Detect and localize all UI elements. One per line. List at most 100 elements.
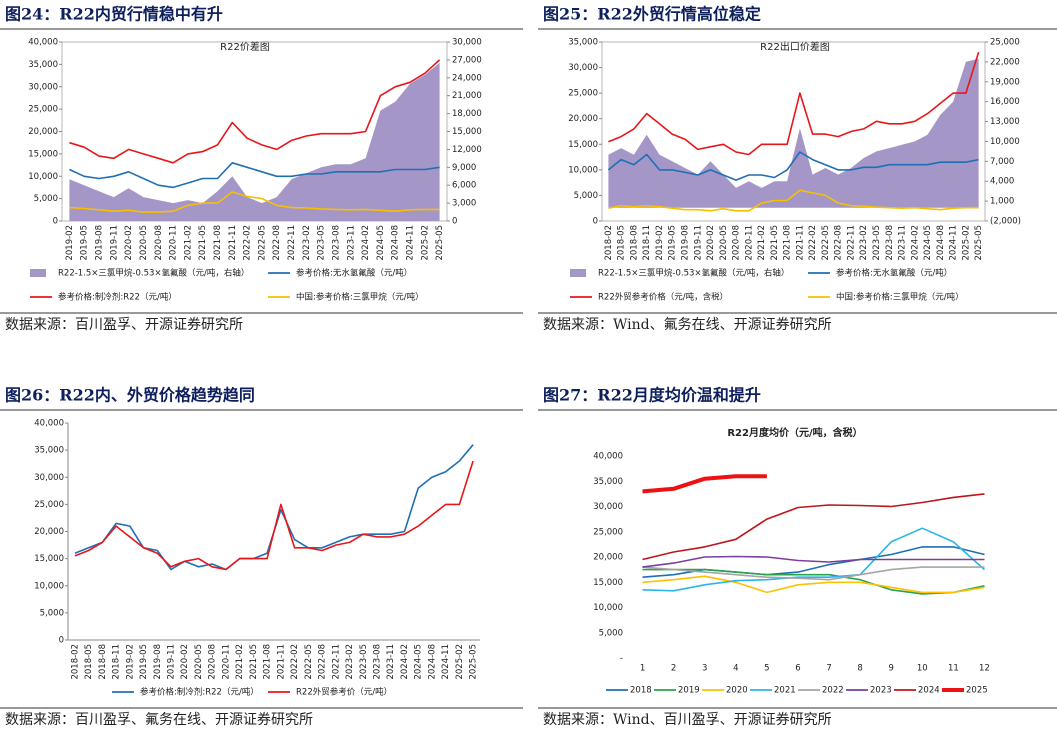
x-tick-label: 2020-08: [154, 225, 164, 261]
x-tick-label: 2024-08: [936, 225, 946, 261]
x-tick-label: 2024-05: [414, 644, 424, 680]
x-tick-label: 2023-02: [859, 225, 869, 261]
y-tick-label: 40,000: [34, 419, 64, 429]
x-tick-label: 2019-02: [655, 225, 665, 261]
y2-tick-label: 24,000: [452, 73, 482, 83]
line: [69, 191, 440, 213]
y-tick-label: 0: [593, 217, 598, 227]
y-tick-label: -: [620, 654, 623, 664]
y2-tick-label: 27,000: [452, 55, 482, 65]
y-tick-label: 30,000: [593, 502, 623, 512]
x-tick-label: 2022-02: [290, 644, 300, 680]
line: [74, 460, 474, 571]
x-tick-label: 2023-02: [302, 225, 312, 261]
x-tick-label: 2021-05: [198, 225, 208, 261]
x-tick-label: 2023-02: [345, 644, 355, 680]
x-tick-label: 2024-02: [400, 644, 410, 680]
x-tick-label: 2022-05: [257, 225, 267, 261]
x-tick-label: 2022-08: [272, 225, 282, 261]
x-tick-label: 2018-05: [617, 225, 627, 261]
y2-tick-label: 16,000: [990, 97, 1020, 107]
x-tick-label: 2022-05: [304, 644, 314, 680]
y-tick-label: 30,000: [568, 63, 598, 73]
x-tick-label: 2020-11: [744, 225, 754, 261]
y-tick-label: 10,000: [593, 603, 623, 613]
x-tick-label: 2024-02: [910, 225, 920, 261]
source-note: 数据来源：百川盈孚、开源证券研究所: [5, 317, 243, 333]
y-tick-label: 35,000: [28, 60, 58, 70]
line: [642, 474, 767, 494]
x-tick-label: 2018-08: [98, 644, 108, 680]
line: [74, 444, 474, 571]
x-tick-label: 2019-11: [109, 225, 119, 261]
line: [642, 527, 986, 592]
y2-tick-label: 21,000: [452, 91, 482, 101]
x-tick-label: 2020-11: [169, 225, 179, 261]
chart-title: R22月度均价（元/吨，含税）: [727, 426, 862, 439]
x-tick-label: 2023-08: [373, 644, 383, 680]
y-tick-label: 35,000: [34, 446, 64, 456]
x-tick-label: 5: [764, 664, 769, 674]
figure-heading: 图24：R22内贸行情稳中有升: [5, 5, 223, 24]
x-tick-label: 2021-02: [183, 225, 193, 261]
figure-heading: 图25：R22外贸行情高位稳定: [543, 5, 761, 24]
line: [607, 151, 979, 181]
x-tick-label: 2021-05: [770, 225, 780, 261]
y-tick-label: 40,000: [28, 38, 58, 48]
y2-tick-label: 18,000: [452, 109, 482, 119]
x-tick-label: 2020-02: [180, 644, 190, 680]
y2-tick-label: 0: [452, 217, 457, 227]
x-tick-label: 2021-11: [228, 225, 238, 261]
y-tick-label: 40,000: [593, 452, 623, 462]
legend-label: 参考价格:制冷剂:R22（元/吨）: [58, 292, 177, 303]
y-tick-label: 5,000: [40, 608, 64, 618]
legend-label: 参考价格:制冷剂:R22（元/吨）: [140, 687, 259, 698]
x-tick-label: 2022-08: [318, 644, 328, 680]
x-tick-label: 2024-11: [441, 644, 451, 680]
x-tick-label: 2023-05: [872, 225, 882, 261]
plot-frame: [601, 41, 986, 222]
x-tick-label: 2018-11: [112, 644, 122, 680]
y2-tick-label: 4,000: [990, 177, 1014, 187]
legend-label: 2022: [822, 686, 844, 696]
y2-tick-label: 10,000: [990, 137, 1020, 147]
x-tick-label: 2021-08: [783, 225, 793, 261]
x-tick-label: 2022-11: [846, 225, 856, 261]
x-tick-label: 2023-05: [359, 644, 369, 680]
line: [642, 555, 985, 568]
x-tick-label: 2021-08: [213, 225, 223, 261]
x-tick-label: 2021-05: [249, 644, 259, 680]
y2-tick-label: 6,000: [452, 181, 476, 191]
line: [642, 546, 985, 578]
y2-tick-label: 1,000: [990, 197, 1014, 207]
x-tick-label: 2019-02: [65, 225, 75, 261]
legend-label: 参考价格:无水氢氟酸（元/吨）: [836, 268, 952, 279]
x-tick-label: 2021-11: [276, 644, 286, 680]
x-tick-label: 2024-05: [376, 225, 386, 261]
x-tick-label: 2021-11: [795, 225, 805, 261]
legend-swatch: [570, 269, 586, 277]
y-tick-label: 25,000: [593, 527, 623, 537]
legend-label: 2019: [678, 686, 700, 696]
y2-tick-label: 19,000: [990, 77, 1020, 87]
x-tick-label: 12: [979, 664, 990, 674]
y2-tick-label: 7,000: [990, 157, 1014, 167]
y2-tick-label: 15,000: [452, 127, 482, 137]
x-tick-label: 2024-11: [949, 225, 959, 261]
source-note: 数据来源：Wind、氟务在线、开源证券研究所: [543, 317, 832, 333]
x-tick-label: 7: [826, 664, 831, 674]
x-tick-label: 2018-05: [84, 644, 94, 680]
x-tick-label: 11: [948, 664, 959, 674]
x-tick-label: 4: [733, 664, 738, 674]
y-tick-label: 20,000: [593, 553, 623, 563]
source-note: 数据来源：百川盈孚、氟务在线、开源证券研究所: [5, 712, 313, 728]
y-tick-label: 25,000: [568, 89, 598, 99]
y2-tick-label: 9,000: [452, 163, 476, 173]
y-tick-label: 30,000: [28, 82, 58, 92]
x-tick-label: 2022-08: [834, 225, 844, 261]
x-tick-label: 2020-02: [124, 225, 134, 261]
line: [608, 51, 980, 156]
area: [608, 58, 979, 208]
y-tick-label: 35,000: [568, 38, 598, 48]
y-tick-label: 20,000: [28, 127, 58, 137]
